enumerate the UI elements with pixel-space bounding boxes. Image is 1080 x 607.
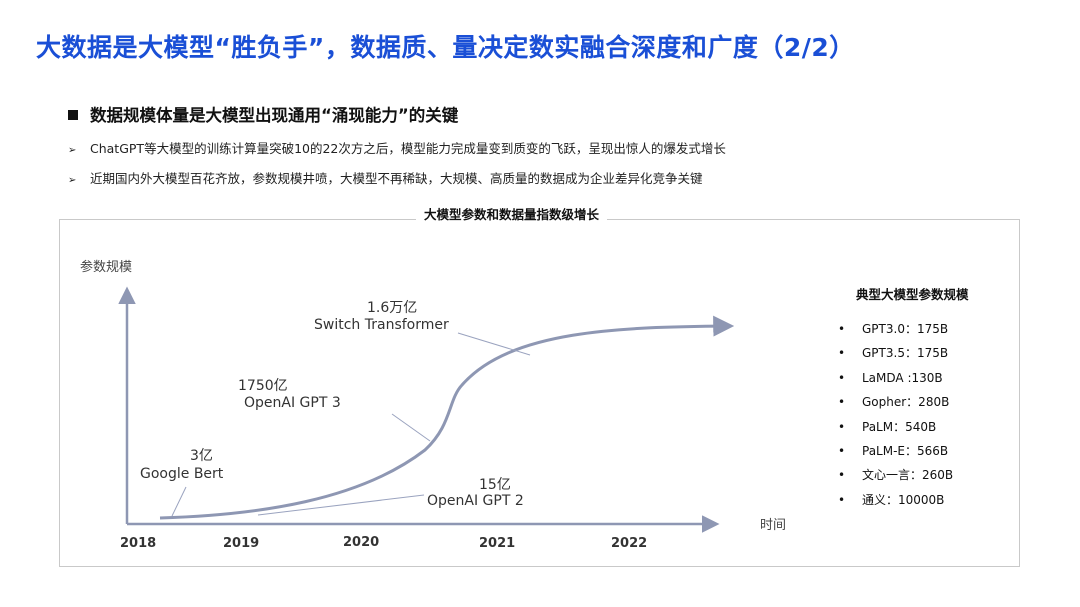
x-tick-label: 2022: [611, 536, 647, 551]
x-axis-label: 时间: [760, 518, 786, 533]
square-bullet-icon: [68, 110, 78, 120]
legend-item: • 通义：10000B: [838, 488, 1018, 512]
annotation-model: Switch Transformer: [314, 317, 449, 333]
x-tick-label: 2020: [343, 535, 379, 550]
bullet-text: 近期国内外大模型百花齐放，参数规模井喷，大模型不再稀缺，大规模、高质量的数据成为…: [90, 171, 703, 186]
legend-item: • Gopher：280B: [838, 390, 1018, 414]
annotation-leader: [457, 332, 531, 356]
dot-bullet-icon: •: [838, 370, 846, 385]
bullet-item: ➢ 近期国内外大模型百花齐放，参数规模井喷，大模型不再稀缺，大规模、高质量的数据成…: [68, 168, 703, 187]
bullet-text: ChatGPT等大模型的训练计算量突破10的22次方之后，模型能力完成量变到质变…: [90, 141, 726, 156]
legend-list: • GPT3.0：175B • GPT3.5：175B • LaMDA :130B •…: [838, 317, 1018, 512]
section-heading: 数据规模体量是大模型出现通用“涌现能力”的关键: [68, 102, 458, 126]
legend-item: • PaLM：540B: [838, 415, 1018, 439]
legend-item: • GPT3.5：175B: [838, 341, 1018, 365]
annotation-model: OpenAI GPT 3: [244, 395, 341, 411]
legend-item: • LaMDA :130B: [838, 366, 1018, 390]
bullet-item: ➢ ChatGPT等大模型的训练计算量突破10的22次方之后，模型能力完成量变到质…: [68, 138, 726, 157]
dot-bullet-icon: •: [838, 468, 846, 483]
arrow-bullet-icon: ➢: [68, 175, 77, 186]
annotation-value: 1.6万亿: [367, 300, 417, 316]
arrow-bullet-icon: ➢: [68, 145, 77, 156]
dot-bullet-icon: •: [838, 322, 846, 336]
dot-bullet-icon: •: [838, 419, 846, 434]
x-tick-label: 2019: [223, 536, 259, 551]
chart-title: 大模型参数和数据量指数级增长: [416, 204, 608, 223]
section-heading-text: 数据规模体量是大模型出现通用“涌现能力”的关键: [90, 106, 459, 125]
legend-item-text: GPT3.0：175B: [862, 322, 949, 336]
legend-item-text: Gopher：280B: [862, 395, 950, 410]
annotation-leader: [391, 413, 431, 442]
dot-bullet-icon: •: [838, 492, 846, 507]
annotation-value: 15亿: [479, 477, 511, 493]
model-size-legend: 典型大模型参数规模 • GPT3.0：175B • GPT3.5：175B • LaM…: [838, 284, 1018, 512]
annotation-value: 3亿: [190, 448, 213, 464]
legend-item-text: 通义：10000B: [862, 492, 945, 507]
dot-bullet-icon: •: [838, 395, 846, 410]
dot-bullet-icon: •: [838, 443, 846, 458]
legend-item-text: 文心一言：260B: [862, 468, 954, 483]
page-title: 大数据是大模型“胜负手”，数据质、量决定数实融合深度和广度（2/2）: [36, 33, 855, 62]
annotation-model: Google Bert: [140, 466, 224, 482]
annotation-model: OpenAI GPT 2: [427, 493, 524, 509]
annotation-leader: [171, 486, 187, 517]
legend-title: 典型大模型参数规模: [856, 287, 969, 302]
x-tick-label: 2021: [479, 536, 515, 551]
annotation-leader: [257, 494, 425, 516]
legend-item-text: GPT3.5：175B: [862, 346, 949, 361]
growth-curve: [159, 315, 735, 520]
x-tick-label: 2018: [120, 536, 156, 551]
legend-item-text: PaLM：540B: [862, 419, 937, 434]
y-axis-label: 参数规模: [80, 259, 132, 275]
legend-item: • PaLM-E：566B: [838, 439, 1018, 463]
dot-bullet-icon: •: [838, 346, 846, 361]
legend-item-text: PaLM-E：566B: [862, 443, 949, 458]
legend-item-text: LaMDA :130B: [862, 370, 943, 385]
legend-item: • 文心一言：260B: [838, 463, 1018, 487]
annotation-value: 1750亿: [238, 378, 288, 394]
legend-item: • GPT3.0：175B: [838, 317, 1018, 341]
